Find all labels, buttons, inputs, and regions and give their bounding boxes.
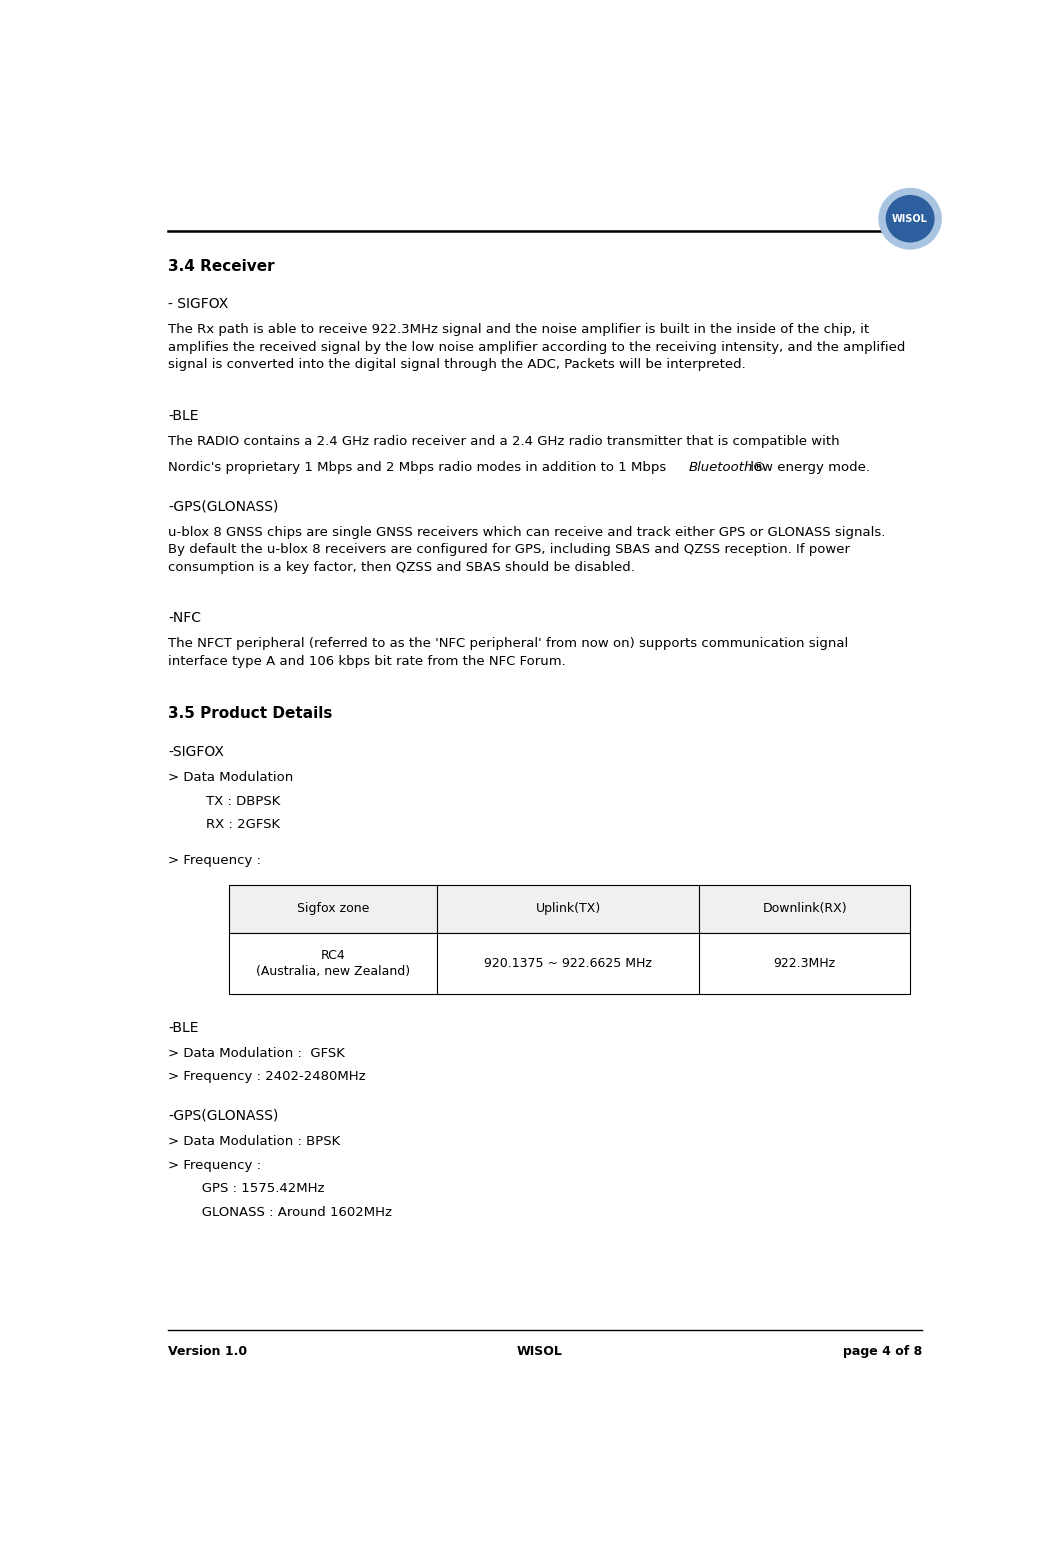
Text: u-blox 8 GNSS chips are single GNSS receivers which can receive and track either: u-blox 8 GNSS chips are single GNSS rece… <box>168 525 886 573</box>
Text: The RADIO contains a 2.4 GHz radio receiver and a 2.4 GHz radio transmitter that: The RADIO contains a 2.4 GHz radio recei… <box>168 436 839 448</box>
Text: The Rx path is able to receive 922.3MHz signal and the noise amplifier is built : The Rx path is able to receive 922.3MHz … <box>168 323 906 371</box>
Text: Downlink(RX): Downlink(RX) <box>763 902 847 915</box>
Text: -GPS(GLONASS): -GPS(GLONASS) <box>168 499 279 513</box>
Text: WISOL: WISOL <box>517 1344 562 1358</box>
Text: low energy mode.: low energy mode. <box>746 462 870 474</box>
Text: > Data Modulation : BPSK: > Data Modulation : BPSK <box>168 1134 341 1148</box>
Text: -NFC: -NFC <box>168 612 201 626</box>
Text: WISOL: WISOL <box>892 213 928 224</box>
Text: 922.3MHz: 922.3MHz <box>773 956 835 970</box>
Text: Version 1.0: Version 1.0 <box>168 1344 247 1358</box>
Text: -GPS(GLONASS): -GPS(GLONASS) <box>168 1109 279 1123</box>
Text: GLONASS : Around 1602MHz: GLONASS : Around 1602MHz <box>188 1207 391 1219</box>
Text: > Frequency :: > Frequency : <box>168 1159 261 1171</box>
Text: 3.4 Receiver: 3.4 Receiver <box>168 260 275 273</box>
Text: TX : DBPSK: TX : DBPSK <box>188 794 280 808</box>
Text: Uplink(TX): Uplink(TX) <box>535 902 601 915</box>
Text: Sigfox zone: Sigfox zone <box>297 902 369 915</box>
Text: > Data Modulation: > Data Modulation <box>168 771 294 783</box>
Text: Bluetooth®: Bluetooth® <box>688 462 766 474</box>
Text: GPS : 1575.42MHz: GPS : 1575.42MHz <box>188 1182 324 1196</box>
Bar <box>229 933 910 995</box>
Text: -BLE: -BLE <box>168 409 199 423</box>
Bar <box>229 885 910 933</box>
Text: -SIGFOX: -SIGFOX <box>168 745 224 759</box>
Text: 920.1375 ~ 922.6625 MHz: 920.1375 ~ 922.6625 MHz <box>484 956 652 970</box>
Text: > Frequency :: > Frequency : <box>168 854 261 867</box>
Text: The NFCT peripheral (referred to as the 'NFC peripheral' from now on) supports c: The NFCT peripheral (referred to as the … <box>168 638 849 667</box>
Text: - SIGFOX: - SIGFOX <box>168 297 228 311</box>
Text: -BLE: -BLE <box>168 1021 199 1035</box>
Text: RC4
(Australia, new Zealand): RC4 (Australia, new Zealand) <box>256 949 410 978</box>
Ellipse shape <box>886 195 934 243</box>
Text: > Data Modulation :  GFSK: > Data Modulation : GFSK <box>168 1046 345 1060</box>
Ellipse shape <box>878 188 942 250</box>
Text: RX : 2GFSK: RX : 2GFSK <box>188 819 280 831</box>
Text: > Frequency : 2402-2480MHz: > Frequency : 2402-2480MHz <box>168 1071 366 1083</box>
Text: 3.5 Product Details: 3.5 Product Details <box>168 706 332 722</box>
Text: page 4 of 8: page 4 of 8 <box>843 1344 923 1358</box>
Text: Nordic's proprietary 1 Mbps and 2 Mbps radio modes in addition to 1 Mbps: Nordic's proprietary 1 Mbps and 2 Mbps r… <box>168 462 671 474</box>
